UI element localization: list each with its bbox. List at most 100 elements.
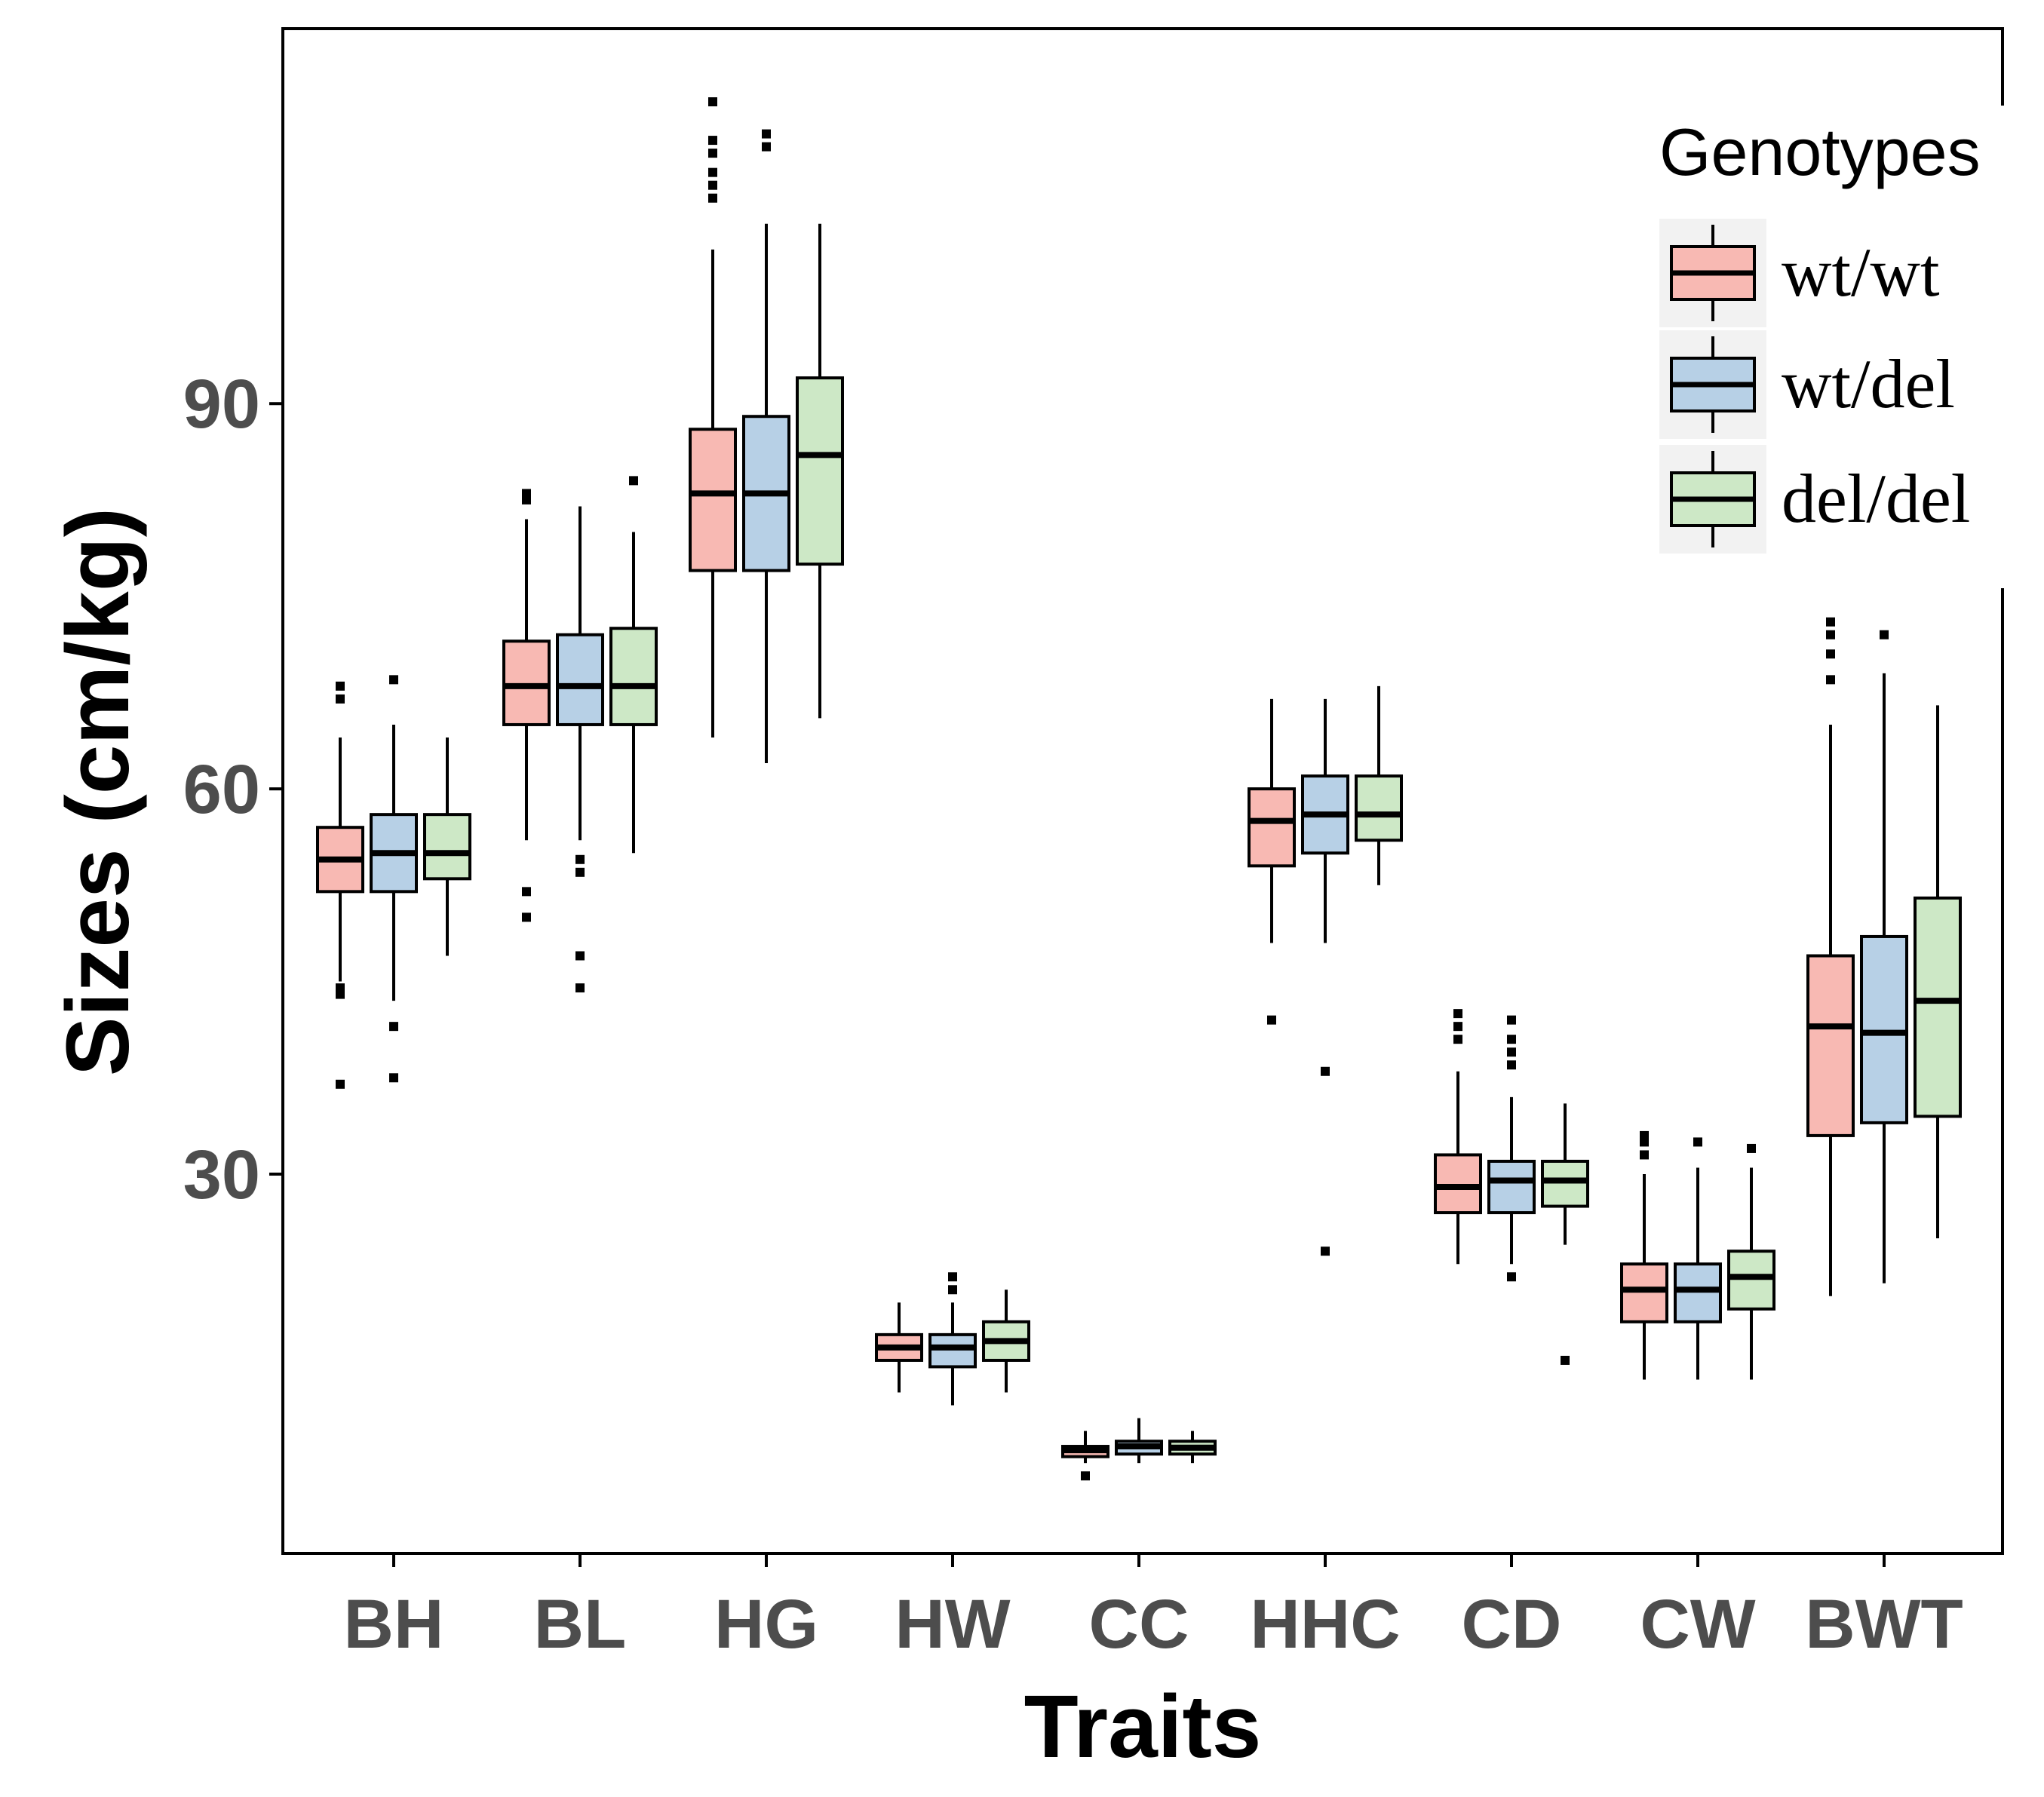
outlier-point	[1880, 630, 1889, 639]
box-CC-wt-del	[1115, 1418, 1163, 1464]
panel-border	[281, 27, 2004, 1555]
x-tick-label-CC: CC	[1089, 1586, 1189, 1663]
outlier-point	[336, 681, 345, 691]
outlier-point	[1453, 1022, 1462, 1032]
box-BL-wt-del	[556, 506, 604, 993]
outlier-point	[1321, 1066, 1330, 1076]
x-tick-label-HHC: HHC	[1250, 1586, 1400, 1663]
box-CC-del-del	[1168, 1431, 1217, 1464]
box-HHC-del-del	[1355, 685, 1403, 885]
box-HHC-wt-del	[1301, 698, 1349, 1256]
box-groups	[316, 97, 1962, 1481]
box-body	[1806, 954, 1855, 1137]
box-body	[1860, 934, 1908, 1124]
box-BH-wt-del	[370, 675, 418, 1083]
legend-label: del/del	[1782, 460, 1970, 537]
outlier-point	[708, 149, 717, 158]
x-tick-label-CD: CD	[1462, 1586, 1562, 1663]
legend-label: wt/wt	[1782, 234, 1940, 311]
y-tick-label-30: 30	[183, 1136, 260, 1213]
outlier-point	[629, 476, 638, 486]
outlier-point	[1747, 1143, 1756, 1153]
outlier-point	[762, 142, 771, 152]
box-CD-wt-del	[1487, 1015, 1536, 1282]
outlier-point	[708, 97, 717, 106]
box-body	[502, 639, 551, 726]
x-tick-label-BH: BH	[344, 1586, 444, 1663]
x-tick-label-CW: CW	[1640, 1586, 1755, 1663]
box-CD-del-del	[1541, 1103, 1589, 1365]
outlier-point	[1640, 1150, 1649, 1160]
box-HW-wt-del	[928, 1272, 977, 1406]
box-HG-del-del	[796, 223, 844, 719]
outlier-point	[1453, 1009, 1462, 1019]
box-body	[556, 633, 604, 726]
outlier-point	[1826, 630, 1835, 639]
box-BL-wt-wt	[502, 489, 551, 922]
box-CW-wt-wt	[1620, 1130, 1668, 1380]
legend-items: wt/wt wt/del del/del	[1659, 219, 1970, 554]
x-tick-label-HW: HW	[895, 1586, 1010, 1663]
box-BH-del-del	[423, 737, 471, 956]
outlier-point	[522, 912, 531, 922]
box-body	[423, 813, 471, 881]
outlier-point	[1640, 1130, 1649, 1140]
box-body	[1727, 1250, 1775, 1311]
outlier-point	[522, 489, 531, 498]
box-BWT-del-del	[1914, 705, 1962, 1239]
outlier-point	[708, 193, 717, 203]
outlier-point	[389, 1073, 398, 1083]
legend-item-del-del: del/del	[1659, 445, 1970, 554]
x-tick-label-BL: BL	[534, 1586, 627, 1663]
box-BWT-wt-del	[1860, 630, 1908, 1283]
box-BH-wt-wt	[316, 681, 364, 1089]
legend: Genotypes wt/wt wt/del del/del	[1656, 106, 2018, 588]
y-axis: 30 60 90	[183, 366, 283, 1213]
outlier-point	[1507, 1035, 1516, 1044]
x-tick-label-BWT: BWT	[1805, 1586, 1963, 1663]
outlier-point	[1507, 1015, 1516, 1025]
outlier-point	[1826, 617, 1835, 627]
outlier-point	[389, 675, 398, 685]
y-tick-label-90: 90	[183, 366, 260, 443]
box-body	[796, 376, 844, 566]
outlier-point	[708, 167, 717, 177]
legend-title: Genotypes	[1659, 115, 1981, 189]
outlier-point	[1507, 1060, 1516, 1070]
box-body	[1674, 1262, 1722, 1323]
legend-item-wt-wt: wt/wt	[1659, 219, 1940, 327]
outlier-point	[336, 1079, 345, 1089]
box-HHC-wt-wt	[1248, 698, 1296, 1025]
y-axis-title: Sizes (cm/kg)	[48, 508, 148, 1076]
box-BL-del-del	[609, 476, 658, 854]
outlier-point	[575, 951, 585, 961]
x-tick-label-HG: HG	[714, 1586, 818, 1663]
outlier-point	[1561, 1355, 1570, 1365]
box-body	[689, 428, 737, 572]
box-CW-del-del	[1727, 1143, 1775, 1380]
outlier-point	[1321, 1247, 1330, 1256]
outlier-point	[336, 694, 345, 704]
box-CC-wt-wt	[1061, 1431, 1109, 1481]
box-body	[928, 1332, 977, 1369]
outlier-point	[1693, 1137, 1702, 1147]
box-HW-del-del	[982, 1289, 1030, 1393]
outlier-point	[1081, 1471, 1090, 1481]
box-body	[1248, 787, 1296, 868]
outlier-point	[575, 983, 585, 993]
box-HW-wt-wt	[875, 1302, 923, 1393]
box-body	[1487, 1159, 1536, 1215]
legend-label: wt/del	[1782, 345, 1955, 422]
outlier-point	[522, 887, 531, 897]
outlier-point	[1507, 1272, 1516, 1282]
x-axis-title: Traits	[1024, 1677, 1262, 1777]
x-axis: BH BL HG HW CC HHC CD CW BWT	[344, 1553, 1963, 1663]
box-body	[1914, 896, 1962, 1118]
box-body	[1355, 774, 1403, 842]
box-body	[1541, 1159, 1589, 1208]
outlier-point	[1267, 1015, 1276, 1025]
outlier-point	[1453, 1035, 1462, 1044]
outlier-point	[1826, 675, 1835, 685]
box-CD-wt-wt	[1434, 1009, 1482, 1265]
